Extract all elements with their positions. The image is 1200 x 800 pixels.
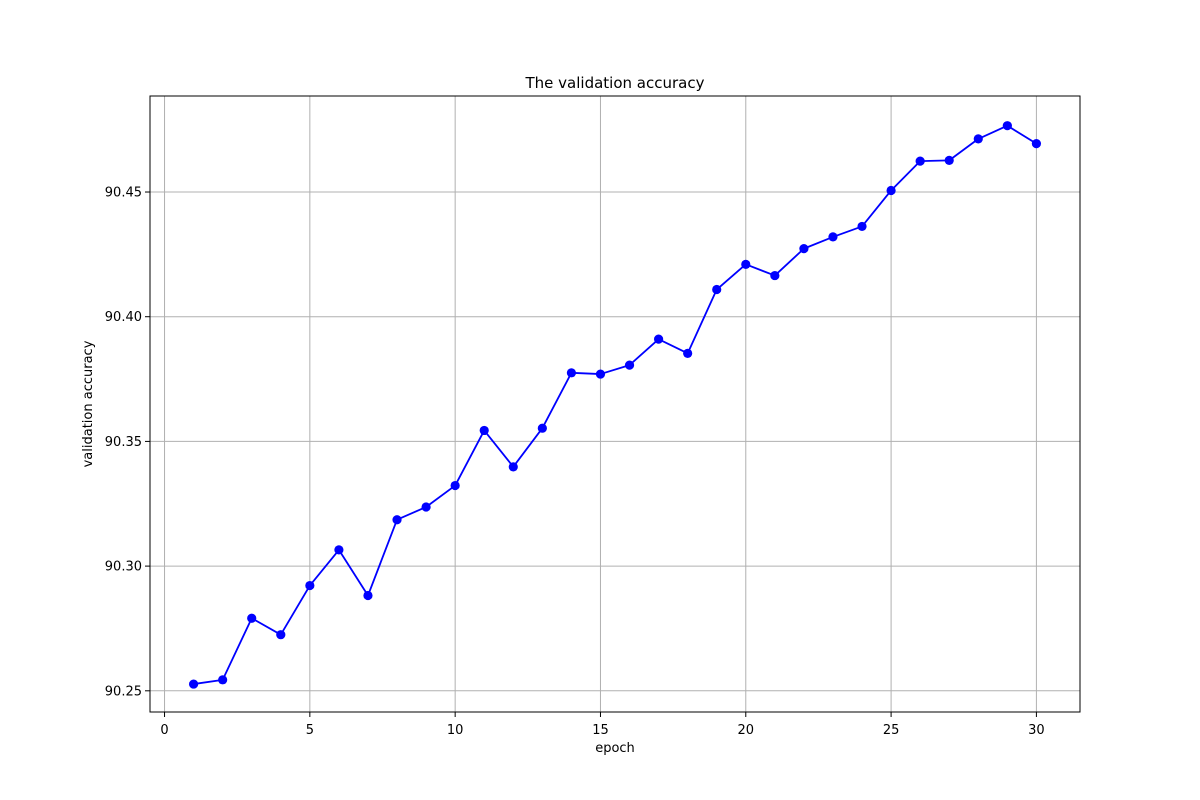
y-tick-label: 90.30 bbox=[105, 560, 142, 575]
data-point-marker bbox=[188, 679, 199, 689]
data-point-marker bbox=[857, 221, 867, 232]
data-point-marker bbox=[218, 675, 228, 685]
data-point-marker bbox=[741, 259, 751, 269]
x-tick-label: 30 bbox=[1028, 723, 1045, 738]
x-tick-label: 10 bbox=[447, 723, 464, 738]
data-point-marker bbox=[537, 423, 547, 433]
data-point-marker bbox=[712, 284, 722, 295]
data-point-marker bbox=[653, 334, 664, 344]
data-point-marker bbox=[334, 545, 344, 555]
x-tick-label: 20 bbox=[738, 723, 755, 738]
data-point-marker bbox=[566, 368, 577, 378]
axis-ticks: 0 5 10 15 20 25 30 90.25 90.30 90.35 90.40 90.45 bbox=[105, 186, 1045, 738]
data-point-marker bbox=[683, 348, 693, 358]
plot-area-frame bbox=[149, 95, 1081, 713]
data-point-marker bbox=[1002, 121, 1012, 131]
x-axis-label: epoch bbox=[595, 741, 635, 756]
data-point-marker bbox=[450, 480, 460, 491]
data-point-marker bbox=[595, 369, 606, 379]
y-tick-label: 90.35 bbox=[105, 435, 142, 450]
y-tick-label: 90.25 bbox=[105, 684, 142, 699]
x-tick-label: 5 bbox=[306, 723, 314, 738]
data-point-marker bbox=[363, 590, 373, 601]
data-series bbox=[188, 121, 1042, 689]
data-point-marker bbox=[305, 580, 315, 591]
x-tick-label: 15 bbox=[592, 723, 609, 738]
data-point-marker bbox=[770, 270, 780, 281]
data-point-marker bbox=[915, 156, 925, 166]
data-point-marker bbox=[1031, 139, 1042, 149]
chart-title: The validation accuracy bbox=[525, 74, 705, 92]
data-point-marker bbox=[247, 613, 257, 623]
y-axis-label: validation accuracy bbox=[81, 340, 96, 467]
series-line bbox=[193, 124, 1037, 685]
data-point-marker bbox=[973, 134, 983, 144]
x-tick-label: 25 bbox=[883, 723, 900, 738]
data-point-marker bbox=[421, 502, 431, 512]
data-point-marker bbox=[479, 425, 489, 436]
y-tick-label: 90.45 bbox=[105, 186, 142, 201]
data-point-marker bbox=[799, 244, 809, 254]
grid-lines bbox=[150, 96, 1080, 712]
data-point-marker bbox=[392, 515, 402, 525]
data-point-marker bbox=[828, 232, 838, 242]
x-tick-label: 0 bbox=[160, 723, 168, 738]
data-point-marker bbox=[276, 630, 286, 640]
data-point-marker bbox=[944, 155, 954, 165]
y-tick-label: 90.40 bbox=[105, 310, 142, 325]
data-point-marker bbox=[886, 185, 896, 196]
data-point-marker bbox=[624, 360, 635, 370]
data-point-marker bbox=[508, 462, 518, 472]
